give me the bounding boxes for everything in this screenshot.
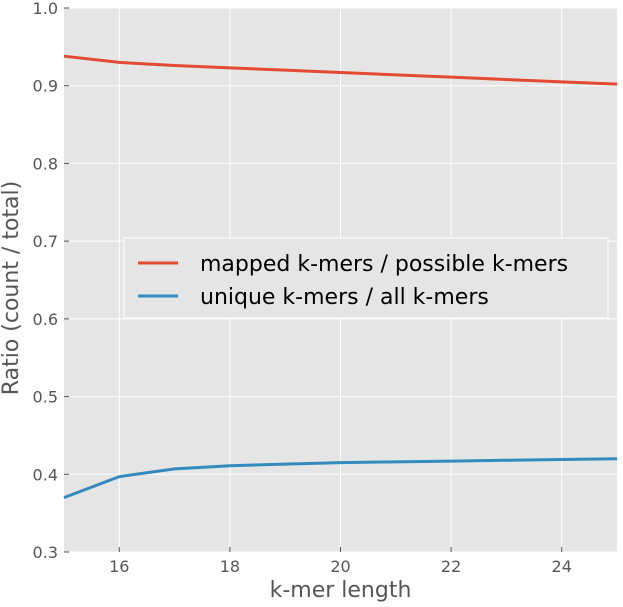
legend-label-1: mapped k-mers / possible k-mers — [200, 252, 568, 277]
y-tick-label: 0.4 — [33, 465, 58, 484]
y-tick-label: 0.6 — [33, 310, 58, 329]
legend-label-2: unique k-mers / all k-mers — [200, 285, 489, 310]
y-axis-label: Ratio (count / total) — [0, 181, 24, 395]
y-axis-ticks: 0.3 0.4 0.5 0.6 0.7 0.8 0.9 1.0 — [33, 0, 69, 562]
x-tick-label: 24 — [552, 557, 572, 576]
x-tick-label: 18 — [220, 557, 240, 576]
y-tick-label: 0.5 — [33, 388, 58, 407]
series-line-1 — [63, 54, 618, 86]
x-axis-ticks: 16 18 20 22 24 — [109, 547, 572, 576]
legend: mapped k-mers / possible k-mers unique k-… — [123, 237, 609, 319]
legend-box — [123, 237, 609, 319]
x-tick-label: 16 — [109, 557, 129, 576]
y-tick-label: 0.3 — [33, 543, 58, 562]
x-axis-label: k-mer length — [270, 578, 412, 603]
y-tick-label: 0.7 — [33, 232, 58, 251]
series-line-2 — [63, 457, 618, 500]
x-tick-label: 20 — [330, 557, 350, 576]
y-tick-label: 1.0 — [33, 0, 58, 18]
y-tick-label: 0.9 — [33, 77, 58, 96]
x-tick-label: 22 — [441, 557, 461, 576]
y-tick-label: 0.8 — [33, 154, 58, 173]
series-lines — [63, 54, 618, 500]
